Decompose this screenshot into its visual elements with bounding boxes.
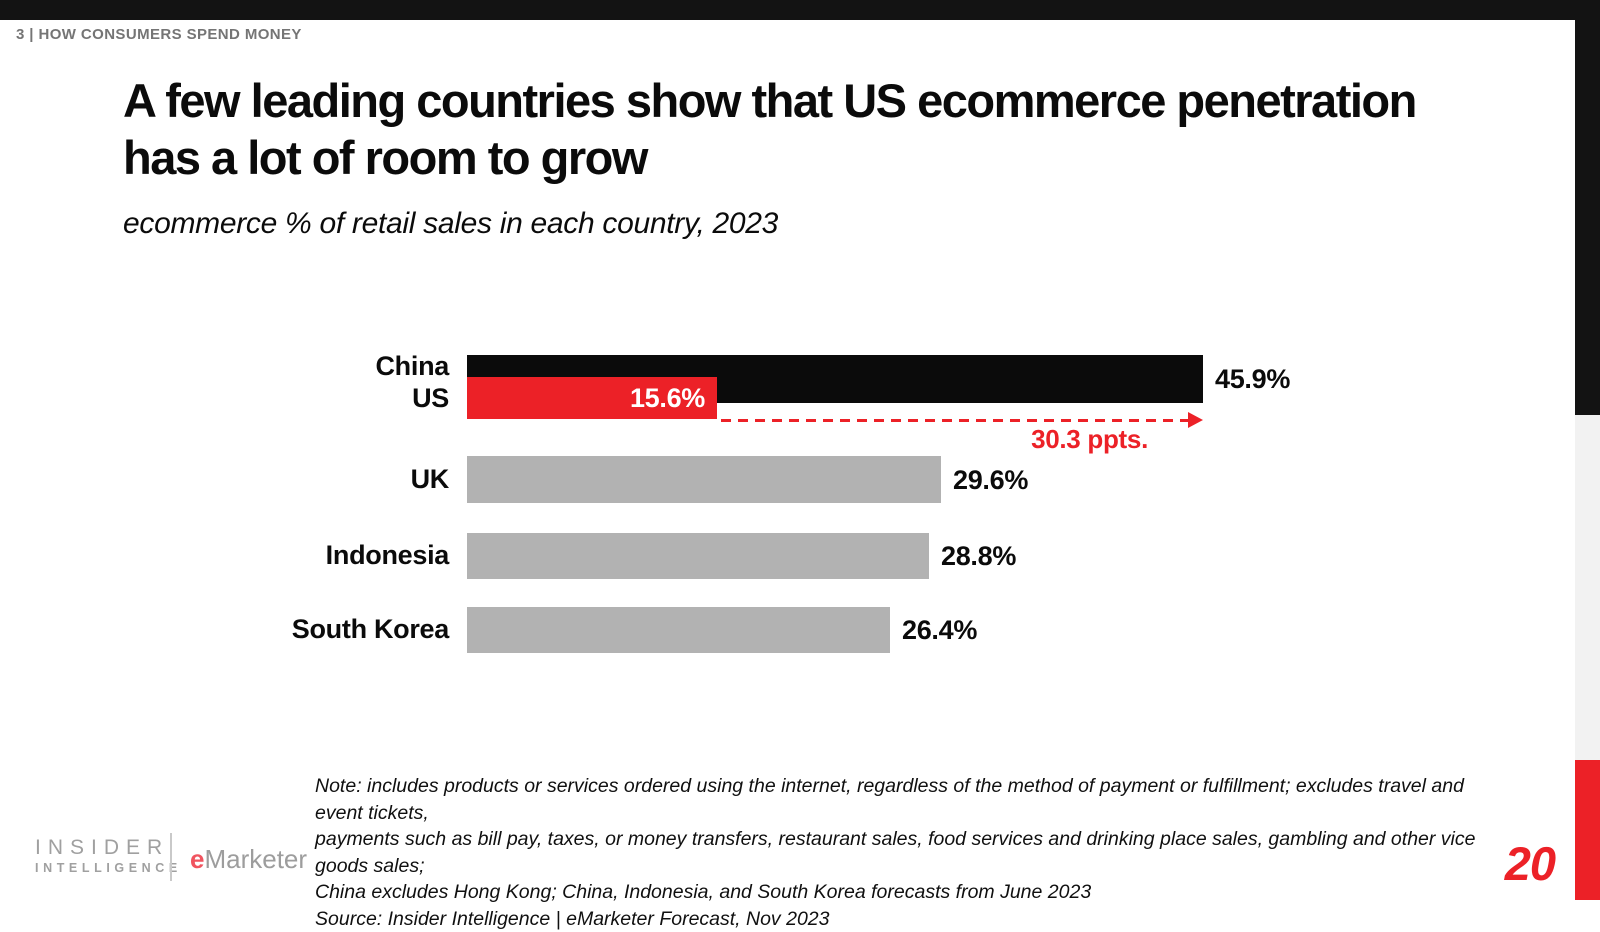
insider-intelligence-logo: INSIDER bbox=[35, 836, 169, 860]
footnote-line: Note: includes products or services orde… bbox=[315, 773, 1495, 826]
category-label-indonesia: Indonesia bbox=[149, 540, 449, 571]
slide-subtitle: ecommerce % of retail sales in each coun… bbox=[123, 207, 1423, 241]
gap-arrow-head-icon bbox=[1188, 412, 1203, 428]
bar-indonesia bbox=[467, 533, 929, 579]
right-edge-red-strip bbox=[1575, 760, 1600, 900]
right-edge-black-strip bbox=[1575, 0, 1600, 415]
logo-divider bbox=[170, 833, 172, 881]
value-label-south-korea: 26.4% bbox=[902, 615, 977, 646]
footnote: Note: includes products or services orde… bbox=[315, 773, 1495, 932]
emarketer-logo-rest: Marketer bbox=[204, 844, 307, 874]
value-label-indonesia: 28.8% bbox=[941, 541, 1016, 572]
source-line: Source: Insider Intelligence | eMarketer… bbox=[315, 906, 1495, 932]
gap-dashed-arrow-line bbox=[721, 419, 1189, 422]
value-label-china: 45.9% bbox=[1215, 364, 1290, 395]
section-kicker: 3 | HOW CONSUMERS SPEND MONEY bbox=[16, 26, 302, 43]
category-label-south-korea: South Korea bbox=[149, 614, 449, 645]
top-black-band bbox=[0, 0, 1600, 20]
value-label-uk: 29.6% bbox=[953, 465, 1028, 496]
bar-uk bbox=[467, 456, 941, 503]
bar-china bbox=[467, 355, 1203, 403]
emarketer-logo-e: e bbox=[190, 844, 204, 874]
bar-south-korea bbox=[467, 607, 890, 653]
footnote-line: payments such as bill pay, taxes, or mon… bbox=[315, 826, 1495, 879]
category-label-us: US bbox=[149, 383, 449, 414]
slide-title: A few leading countries show that US eco… bbox=[123, 72, 1423, 186]
footnote-line: China excludes Hong Kong; China, Indones… bbox=[315, 879, 1495, 906]
insider-intelligence-logo-line2: INTELLIGENCE bbox=[35, 861, 182, 875]
emarketer-logo: eMarketer bbox=[190, 844, 307, 875]
right-edge-gray-strip bbox=[1575, 415, 1600, 760]
value-label-us: 15.6% bbox=[467, 377, 705, 419]
category-label-china: China bbox=[149, 351, 449, 382]
page-number: 20 bbox=[1470, 836, 1555, 891]
category-label-uk: UK bbox=[149, 464, 449, 495]
gap-annotation-label: 30.3 ppts. bbox=[948, 424, 1148, 455]
bar-us bbox=[467, 377, 717, 419]
